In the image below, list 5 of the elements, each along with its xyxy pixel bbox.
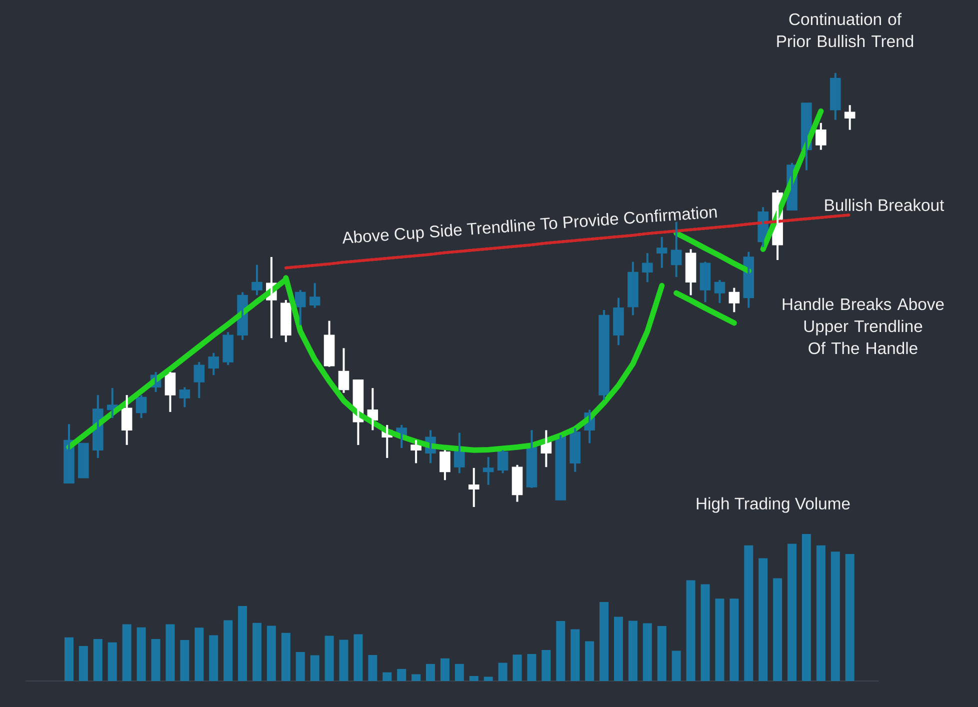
- annotation: Bullish Breakout: [825, 198, 944, 212]
- text: Continuation of Prior Bullish Trend: [777, 12, 914, 48]
- annotation: High Trading Volume: [696, 497, 850, 513]
- annotation: Handle Breaks Above Upper Trendline Of The Handle: [782, 298, 944, 354]
- annotation: Above Cup Side Trendline To Provide Confirmation: [342, 206, 717, 244]
